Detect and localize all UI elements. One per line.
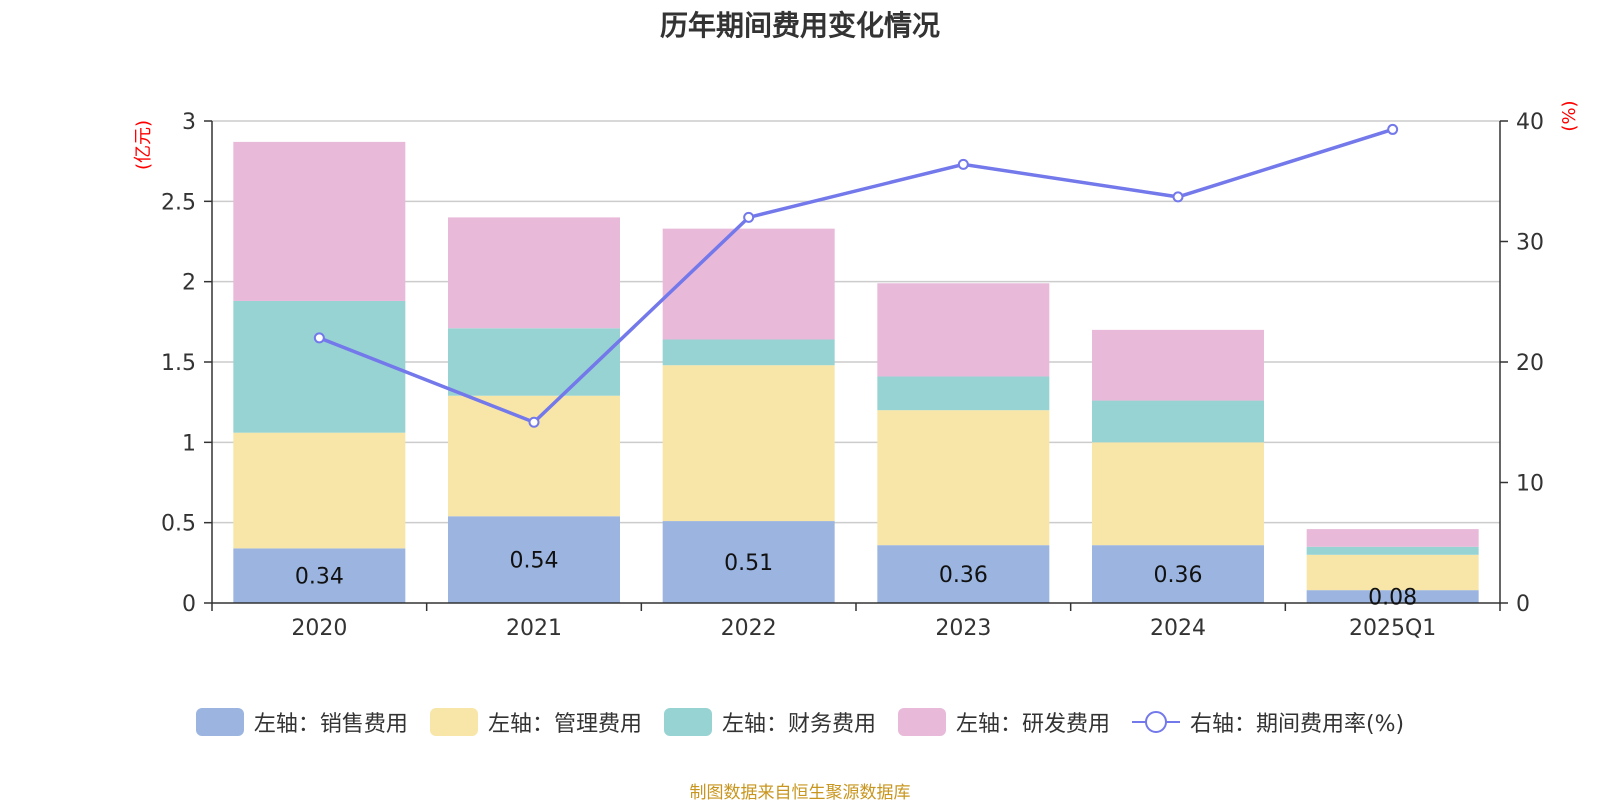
bar-segment xyxy=(233,141,406,301)
legend-label: 左轴：研发费用 xyxy=(955,712,1110,737)
x-tick-label: 2024 xyxy=(1150,616,1206,641)
bar-segment xyxy=(1306,546,1479,555)
bar-segment xyxy=(233,432,406,549)
x-tick-label: 2022 xyxy=(721,616,777,641)
left-tick-label: 1 xyxy=(182,431,196,456)
rate-point xyxy=(528,416,540,428)
legend-swatch xyxy=(897,708,946,736)
bar-segment xyxy=(1306,554,1479,591)
data-label: 0.08 xyxy=(1368,586,1417,611)
bar-segment xyxy=(877,283,1050,377)
legend-line-marker-icon xyxy=(1131,711,1180,733)
legend-item[interactable]: 右轴：期间费用率(%) xyxy=(1131,706,1405,738)
legend: 左轴：销售费用 左轴：管理费用 左轴：财务费用 左轴：研发费用 右轴：期间费用率(%) xyxy=(0,706,1600,738)
bar-segment xyxy=(233,300,406,433)
x-tick-label: 2020 xyxy=(291,616,347,641)
bar-segment xyxy=(662,339,835,366)
rate-point xyxy=(1387,123,1399,135)
bar-segment xyxy=(662,228,835,340)
bar-segment xyxy=(1092,400,1264,443)
rate-line xyxy=(318,127,1394,425)
legend-label: 左轴：财务费用 xyxy=(721,712,876,737)
right-tick-label: 30 xyxy=(1516,231,1544,256)
bar-segment xyxy=(662,521,835,603)
left-tick-label: 1.5 xyxy=(161,351,196,376)
left-tick-label: 2 xyxy=(182,271,196,296)
left-tick-label: 3 xyxy=(182,110,196,135)
bar-segment xyxy=(877,376,1050,411)
legend-item[interactable]: 左轴：研发费用 xyxy=(897,706,1110,738)
x-tick-label: 2021 xyxy=(506,616,562,641)
data-label: 0.54 xyxy=(510,549,559,574)
left-tick-label: 0 xyxy=(182,592,196,617)
bar-segment xyxy=(1092,442,1264,546)
bar-segment xyxy=(448,328,620,396)
right-tick-label: 20 xyxy=(1516,351,1544,376)
legend-item[interactable]: 左轴：管理费用 xyxy=(429,706,642,738)
data-label: 0.51 xyxy=(724,551,773,576)
right-tick-label: 0 xyxy=(1516,592,1530,617)
bar-segment xyxy=(448,395,620,517)
data-label: 0.36 xyxy=(1154,563,1203,588)
bar-segment xyxy=(877,410,1050,546)
rate-point xyxy=(743,211,755,223)
chart-title: 历年期间费用变化情况 xyxy=(659,9,940,42)
bar-segment xyxy=(1306,529,1479,547)
x-tick-label: 2025Q1 xyxy=(1349,616,1436,641)
legend-item[interactable]: 左轴：销售费用 xyxy=(195,706,408,738)
bar-segment xyxy=(662,365,835,522)
left-axis-unit: (亿元) xyxy=(133,120,154,170)
bar-segment xyxy=(1092,329,1264,401)
bar-segment xyxy=(1306,590,1479,603)
source-note: 制图数据来自恒生聚源数据库 xyxy=(689,783,911,803)
rate-point xyxy=(313,332,325,344)
left-tick-label: 2.5 xyxy=(161,190,196,215)
right-tick-label: 40 xyxy=(1516,110,1544,135)
rate-point xyxy=(957,158,969,170)
legend-swatch xyxy=(663,708,712,736)
bar-segment xyxy=(448,516,620,603)
legend-swatch xyxy=(195,708,244,736)
bar-segment xyxy=(877,545,1050,603)
bar-segment xyxy=(233,548,406,603)
legend-item[interactable]: 左轴：财务费用 xyxy=(663,706,876,738)
left-tick-label: 0.5 xyxy=(161,512,196,537)
legend-label: 右轴：期间费用率(%) xyxy=(1189,712,1405,737)
right-tick-label: 10 xyxy=(1516,472,1544,497)
legend-swatch xyxy=(429,708,478,736)
legend-label: 左轴：管理费用 xyxy=(487,712,642,737)
bar-segment xyxy=(1092,545,1264,603)
right-axis-unit: (%) xyxy=(1559,100,1580,131)
data-label: 0.34 xyxy=(295,565,344,590)
data-label: 0.36 xyxy=(939,563,988,588)
legend-label: 左轴：销售费用 xyxy=(253,712,408,737)
rate-point xyxy=(1172,191,1184,203)
bar-segment xyxy=(448,217,620,329)
x-tick-label: 2023 xyxy=(935,616,991,641)
